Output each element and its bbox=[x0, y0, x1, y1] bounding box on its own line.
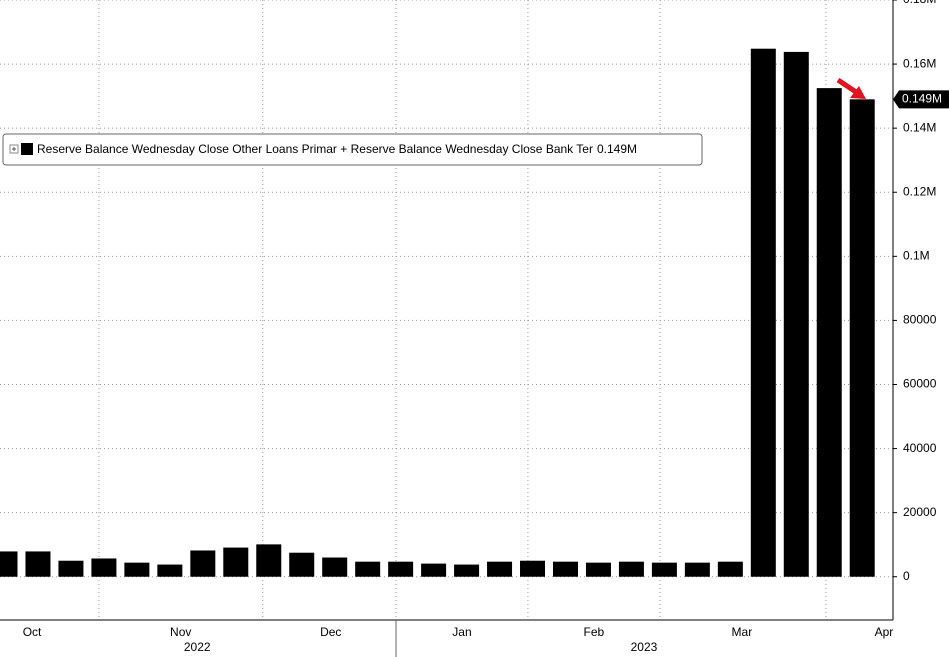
bar bbox=[388, 561, 414, 577]
bar bbox=[190, 550, 216, 577]
bar bbox=[552, 561, 578, 577]
annotation-arrow bbox=[836, 77, 866, 99]
bar bbox=[684, 562, 710, 577]
y-tick-label: 40000 bbox=[903, 441, 937, 455]
y-tick-label: 80000 bbox=[903, 313, 937, 327]
x-tick-label: Oct bbox=[23, 625, 42, 639]
bar bbox=[124, 562, 150, 577]
bar bbox=[223, 547, 249, 577]
legend-text: Reserve Balance Wednesday Close Other Lo… bbox=[37, 142, 637, 156]
bar bbox=[816, 88, 842, 577]
bar bbox=[520, 560, 546, 577]
legend-name: Reserve Balance Wednesday Close Other Lo… bbox=[37, 142, 593, 156]
x-tick-label: Mar bbox=[732, 625, 753, 639]
last-value-label: 0.149M bbox=[902, 92, 942, 106]
year-label: 2023 bbox=[631, 640, 658, 654]
bar bbox=[783, 51, 809, 577]
bar bbox=[717, 561, 743, 577]
x-tick-label: Dec bbox=[320, 625, 341, 639]
bar bbox=[487, 561, 513, 577]
bar bbox=[322, 557, 348, 577]
x-tick-label: Nov bbox=[170, 625, 191, 639]
legend-swatch bbox=[21, 143, 33, 155]
y-tick-label: 0.18M bbox=[903, 0, 936, 6]
y-tick-label: 60000 bbox=[903, 377, 937, 391]
legend: Reserve Balance Wednesday Close Other Lo… bbox=[2, 133, 703, 166]
x-tick-label: Jan bbox=[452, 625, 471, 639]
y-tick-label: 20000 bbox=[903, 505, 937, 519]
bar bbox=[849, 99, 875, 577]
last-value-tag bbox=[893, 90, 949, 109]
bar bbox=[0, 551, 18, 577]
y-tick-label: 0.14M bbox=[903, 120, 936, 134]
bar bbox=[651, 562, 677, 577]
bar-layer bbox=[0, 48, 875, 577]
legend-box bbox=[2, 133, 703, 166]
bar bbox=[618, 561, 644, 577]
x-tick-label: Feb bbox=[584, 625, 605, 639]
bar bbox=[585, 562, 611, 577]
bar bbox=[157, 564, 183, 577]
arrow-shaft bbox=[836, 77, 858, 95]
bar bbox=[750, 48, 776, 577]
bar bbox=[355, 561, 381, 577]
y-tick-label: 0 bbox=[903, 569, 910, 583]
y-tick-label: 0.16M bbox=[903, 56, 936, 70]
bar bbox=[289, 552, 315, 577]
grid-layer bbox=[0, 0, 893, 620]
bar bbox=[421, 563, 447, 577]
y-tick-label: 0.12M bbox=[903, 184, 936, 198]
bar bbox=[58, 560, 84, 577]
bar bbox=[91, 558, 117, 577]
bar bbox=[454, 564, 480, 577]
legend-value: 0.149M bbox=[597, 142, 637, 156]
arrow-head bbox=[850, 86, 866, 99]
x-tick-label: Apr bbox=[875, 625, 894, 639]
bar bbox=[256, 544, 282, 577]
year-label: 2022 bbox=[184, 640, 211, 654]
y-tick-label: 0.1M bbox=[903, 249, 930, 263]
bar bbox=[25, 551, 51, 577]
